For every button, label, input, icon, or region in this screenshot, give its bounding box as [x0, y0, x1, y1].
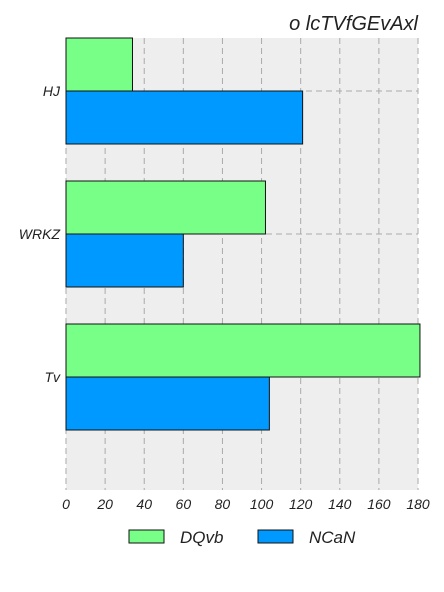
x-tick-label-5: 100 [250, 496, 274, 512]
legend: DQvb NCaN [128, 528, 356, 547]
legend-label-DQvb: DQvb [180, 528, 223, 547]
category-label-0: HJ [43, 83, 61, 99]
bar-NCaN-HJ [65, 90, 304, 145]
bar-DQvb-WRKZ [65, 180, 266, 235]
legend-label-NCaN: NCaN [309, 528, 356, 547]
x-tick-label-0: 0 [62, 496, 70, 512]
legend-swatch-DQvb [128, 529, 165, 544]
category-labels: HJ WRKZ Tv [19, 83, 61, 385]
category-label-2: Tv [44, 369, 61, 385]
x-tick-label-9: 180 [406, 496, 430, 512]
x-tick-label-1: 20 [96, 496, 113, 512]
x-tick-label-6: 120 [289, 496, 313, 512]
x-tick-label-2: 40 [136, 496, 152, 512]
bar-DQvb-HJ [65, 37, 133, 92]
legend-swatch-NCaN [257, 529, 294, 544]
x-tick-label-4: 80 [215, 496, 231, 512]
chart-title: o lcTVfGEvAxl [289, 13, 418, 35]
bars [65, 37, 421, 431]
bar-DQvb-Tv [65, 323, 421, 378]
x-tick-label-3: 60 [176, 496, 192, 512]
x-tick-label-7: 140 [328, 496, 352, 512]
x-tick-labels: 0 20 40 60 80 100 120 140 160 180 [62, 496, 430, 512]
bar-NCaN-WRKZ [65, 233, 184, 288]
x-tick-label-8: 160 [367, 496, 391, 512]
category-label-1: WRKZ [19, 226, 61, 242]
bar-NCaN-Tv [65, 376, 270, 431]
